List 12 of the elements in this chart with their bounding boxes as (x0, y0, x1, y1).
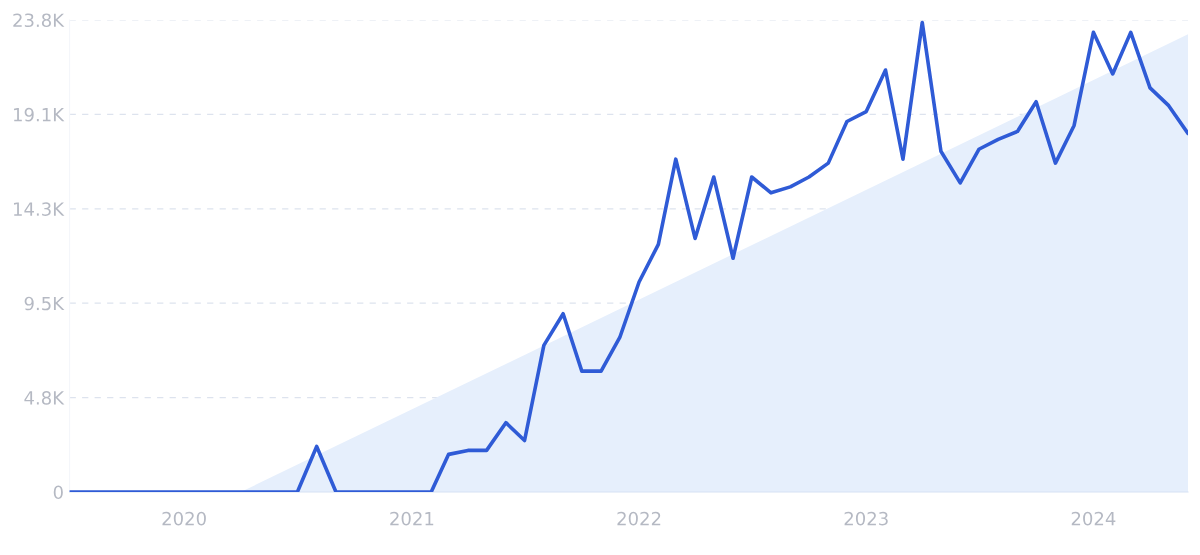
y-tick-label: 23.8K (13, 13, 65, 28)
y-tick-label: 4.8K (24, 391, 65, 405)
y-tick-label: 19.1K (13, 107, 65, 122)
x-tick-label: 2020 (162, 511, 206, 526)
x-tick-label: 2023 (844, 511, 888, 526)
y-tick-label: 0 (53, 485, 63, 500)
y-tick-label: 14.3K (13, 202, 65, 216)
y-tick-label: 9.5K (24, 296, 65, 311)
x-tick-label: 2024 (1071, 511, 1116, 526)
x-tick-label: 2022 (617, 511, 661, 526)
line-series (69, 20, 1188, 493)
x-tick-label: 2021 (390, 511, 434, 526)
